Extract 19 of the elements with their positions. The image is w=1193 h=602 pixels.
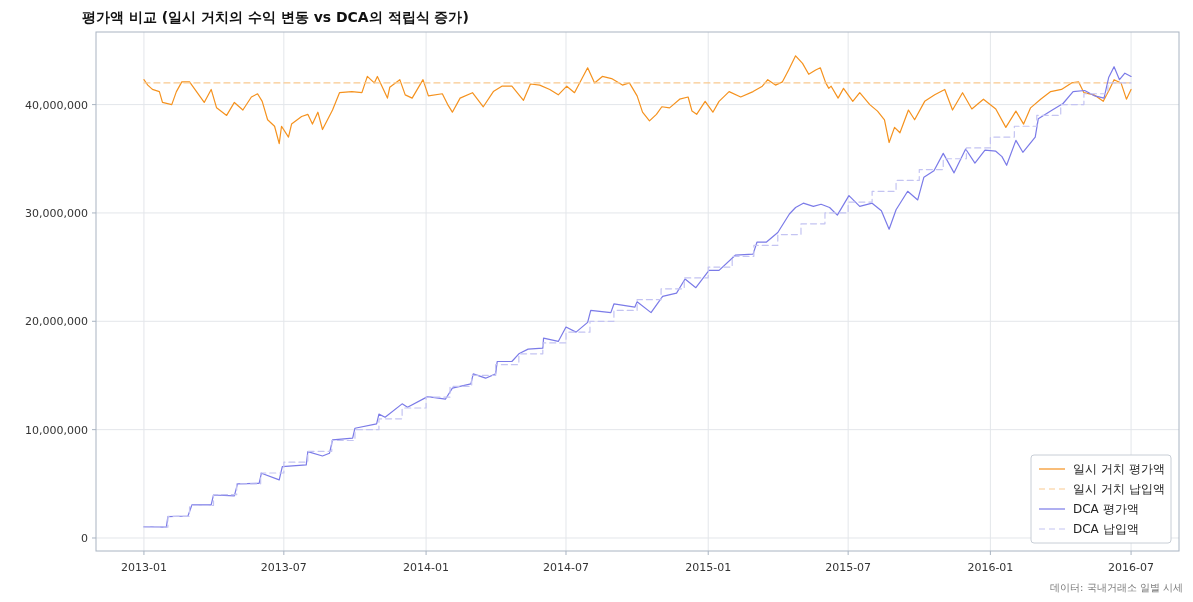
x-tick-label: 2014-07 [543,561,589,574]
y-tick-label: 40,000,000 [25,98,88,112]
y-tick-label: 20,000,000 [25,315,88,329]
x-tick-label: 2016-01 [967,561,1014,574]
legend-label: DCA 납입액 [1073,522,1139,536]
chart-title: 평가액 비교 (일시 거치의 수익 변동 vs DCA의 적립식 증가) [82,9,469,25]
x-tick-label: 2014-01 [403,561,450,574]
text: 데이터: 국내거래소 일별 시세 [1050,582,1183,593]
x-tick-label: 2015-07 [825,561,872,574]
legend-label: DCA 평가액 [1073,502,1139,516]
legend-label: 일시 거치 평가액 [1073,462,1165,476]
x-tick-label: 2013-01 [120,561,167,574]
y-tick-label: 0 [81,532,88,545]
y-tick-label: 10,000,000 [25,423,88,437]
legend-label: 일시 거치 납입액 [1073,482,1165,496]
y-tick-label: 30,000,000 [25,206,88,220]
x-tick-label: 2013-07 [260,561,307,574]
x-tick-label: 2015-01 [685,561,732,574]
x-tick-label: 2016-07 [1108,561,1155,574]
